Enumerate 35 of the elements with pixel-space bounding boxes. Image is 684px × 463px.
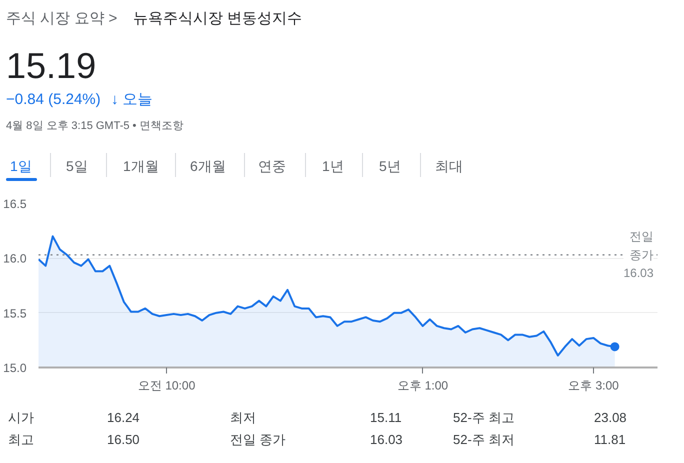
text: 최고 [8,431,34,449]
text: 전일 종가 [230,431,286,449]
text: 최저 [230,409,256,427]
text: 연중 [258,157,286,176]
text: 4월 8일 오후 3:15 GMT-5 • 면책조항 [6,119,184,134]
text: 52-주 최고 [453,409,514,427]
x-tick-label: 오전 10:00 [138,378,196,392]
text: 16.50 [107,431,140,449]
text: 15.19 [6,44,96,88]
text: 1년 [322,157,344,176]
text: 16.03 [623,266,654,280]
text: 5년 [379,157,401,176]
y-tick-label: 16.0 [3,252,27,266]
text: 16.24 [107,409,140,427]
text: 52-주 최저 [453,431,514,449]
text: 1일 [10,157,32,176]
ref-line-label: 전일 종가 [630,230,654,262]
x-tick-label: 오후 3:00 [568,378,620,392]
x-tick-label: 오후 1:00 [397,378,448,392]
y-tick-label: 15.0 [3,361,27,375]
y-tick-label: 16.5 [3,197,27,211]
text: 최대 [435,157,463,176]
text: 1개월 [123,157,159,176]
text: −0.84 (5.24%) [6,90,101,110]
text: ↓ 오늘 [111,90,153,110]
text: 15.11 [370,409,402,427]
text: 5일 [66,157,88,176]
y-tick-label: 15.5 [3,306,27,320]
text: 주식 시장 요약 > [6,9,118,29]
text: 16.03 [370,432,403,447]
text: 23.08 [594,409,627,427]
text: 11.81 [594,431,626,449]
text: 6개월 [190,157,226,176]
chart-title: 뉴욕주식시장 변동성지수 [133,9,302,29]
text: 시가 [8,409,34,427]
